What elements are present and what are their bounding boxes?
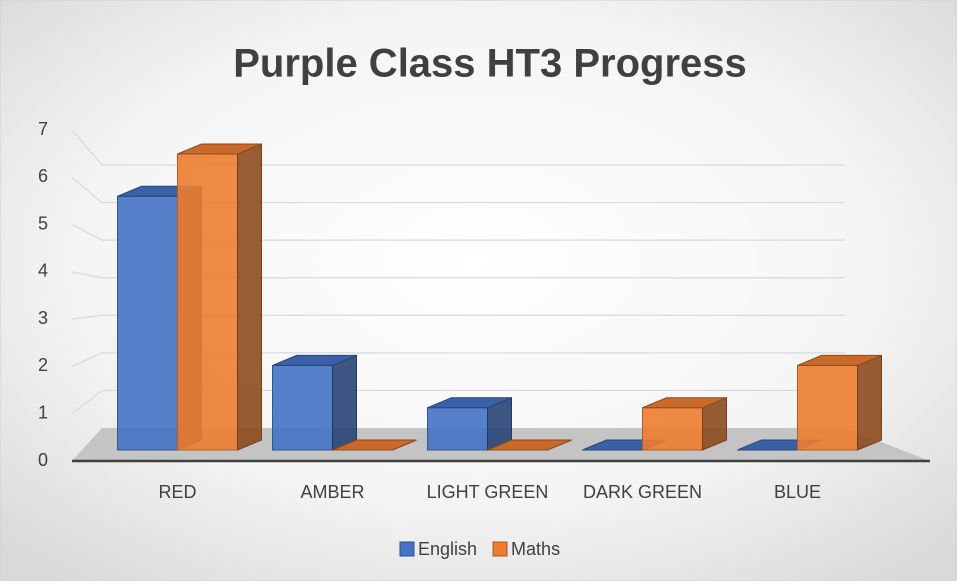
- grid-line: [71, 129, 845, 166]
- y-tick-label: 1: [38, 402, 48, 422]
- bar: [177, 143, 262, 451]
- x-tick-label: DARK GREEN: [583, 482, 702, 502]
- bar-front: [427, 407, 488, 451]
- legend-label: English: [418, 539, 477, 559]
- y-tick-label: 6: [38, 166, 48, 186]
- bar: [642, 396, 727, 451]
- bar: [272, 354, 357, 451]
- bar-top: [797, 354, 882, 366]
- legend-label: Maths: [511, 539, 560, 559]
- x-tick-label: BLUE: [774, 482, 821, 502]
- y-tick-label: 5: [38, 213, 48, 233]
- y-tick-label: 3: [38, 308, 48, 328]
- grid-line: [71, 314, 845, 320]
- legend-swatch: [492, 541, 508, 557]
- grid-line: [71, 176, 845, 204]
- y-tick-label: 2: [38, 355, 48, 375]
- bar-top: [642, 397, 727, 409]
- x-tick-label: RED: [158, 482, 196, 502]
- legend-swatch: [399, 541, 415, 557]
- grid-line: [71, 224, 845, 241]
- bar-top: [487, 439, 572, 451]
- bar-front: [177, 153, 238, 451]
- bar-front: [117, 195, 178, 451]
- chart-title: Purple Class HT3 Progress: [233, 42, 747, 86]
- bar-side: [332, 354, 357, 451]
- y-tick-label: 4: [38, 261, 48, 281]
- bar: [797, 354, 882, 451]
- bar: [427, 396, 512, 451]
- bar-side: [857, 354, 882, 451]
- bar-front: [272, 364, 333, 451]
- bar-top: [427, 397, 512, 409]
- y-tick-label: 0: [38, 450, 48, 470]
- bar-top: [332, 439, 417, 451]
- y-tick-label: 7: [38, 119, 48, 139]
- bar-front: [642, 407, 703, 451]
- grid-line: [71, 389, 845, 415]
- bar-side: [237, 143, 262, 451]
- bar: [332, 439, 417, 451]
- bar: [487, 439, 572, 451]
- grid-line: [71, 352, 845, 367]
- x-tick-label: LIGHT GREEN: [427, 482, 549, 502]
- bar-top: [272, 354, 357, 366]
- bar-front: [797, 364, 858, 451]
- grid-line: [71, 271, 845, 279]
- x-tick-label: AMBER: [300, 482, 364, 502]
- bar-top: [177, 143, 262, 155]
